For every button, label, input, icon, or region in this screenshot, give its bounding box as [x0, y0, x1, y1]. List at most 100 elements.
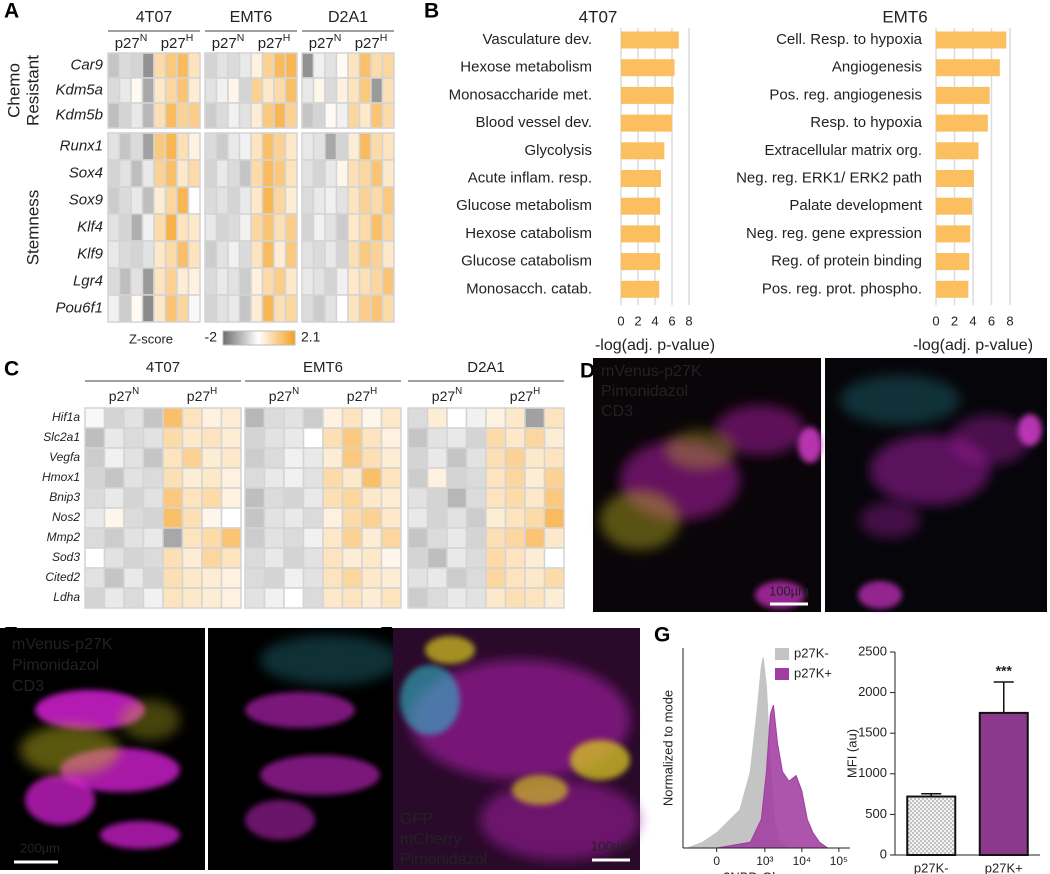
- heatmap-cell: [118, 213, 132, 242]
- heatmap-cell: [302, 467, 324, 489]
- heatmap-cell: [347, 186, 361, 215]
- heatmap-cell: [301, 186, 315, 215]
- heatmap-cell: [341, 527, 363, 549]
- y-tick-label: 2500: [858, 643, 887, 658]
- colorbar-title: Z-score: [129, 331, 173, 346]
- heatmap-cell: [380, 507, 402, 529]
- heatmap-cell: [261, 159, 275, 188]
- heatmap-cell: [164, 77, 178, 104]
- heatmap-cell: [524, 487, 546, 509]
- heatmap-cell: [176, 186, 190, 215]
- heatmap-cell: [407, 447, 429, 469]
- heatmap-cell: [142, 467, 164, 489]
- bar: [621, 142, 665, 160]
- heatmap-cell: [215, 77, 229, 104]
- heatmap-cell: [181, 407, 203, 429]
- heatmap-cell: [238, 294, 252, 323]
- heatmap-cell: [220, 487, 242, 509]
- heatmap-cell: [204, 240, 218, 269]
- y-axis-label: MFI (au): [844, 729, 859, 778]
- heatmap-cell: [141, 52, 155, 79]
- heatmap-cell: [335, 294, 349, 323]
- heatmap-cell: [312, 159, 326, 188]
- heatmap-cell: [312, 294, 326, 323]
- bar: [936, 253, 970, 271]
- heatmap-cell: [181, 427, 203, 449]
- x-tick-label: 0: [932, 313, 939, 328]
- subgroup-label: p27N: [115, 32, 148, 52]
- subgroup-label: p27N: [432, 386, 462, 404]
- heatmap-cell: [370, 267, 384, 296]
- heatmap-cell: [358, 77, 372, 104]
- heatmap-cell: [118, 240, 132, 269]
- group-label: D2A1: [467, 359, 505, 376]
- heatmap-cell: [380, 547, 402, 569]
- heatmap-cell: [153, 77, 167, 104]
- heatmap-cell: [181, 487, 203, 509]
- heatmap-cell: [181, 567, 203, 589]
- heatmap-cell: [215, 52, 229, 79]
- x-tick-label: 0: [617, 313, 624, 328]
- heatmap-cell: [123, 587, 145, 609]
- heatmap-cell: [103, 407, 125, 429]
- heatmap-cell: [341, 507, 363, 529]
- heatmap-cell: [244, 447, 266, 469]
- heatmap-cell: [201, 587, 223, 609]
- heatmap-cell: [263, 527, 285, 549]
- heatmap-cell: [312, 213, 326, 242]
- heatmap-cell: [504, 467, 526, 489]
- x-tick-label: 8: [685, 313, 692, 328]
- subgroup-sup: N: [292, 386, 299, 397]
- heatmap-cell: [220, 507, 242, 529]
- heatmap-cell: [341, 427, 363, 449]
- bar: [621, 280, 660, 298]
- heatmap-cell: [215, 294, 229, 323]
- subgroup-base: p27: [258, 35, 283, 52]
- heatmap-cell: [162, 547, 184, 569]
- heatmap-cell: [335, 52, 349, 79]
- heatmap-cell: [201, 527, 223, 549]
- heatmap-cell: [465, 407, 487, 429]
- heatmap-cell: [312, 186, 326, 215]
- heatmap-cell: [84, 507, 106, 529]
- heatmap-cell: [227, 77, 241, 104]
- heatmap-cell: [347, 132, 361, 161]
- heatmap-cell: [341, 587, 363, 609]
- chart-title: 4T07: [579, 7, 618, 26]
- subgroup-sup: N: [334, 32, 342, 44]
- heatmap-cell: [504, 427, 526, 449]
- heatmap-cell: [181, 447, 203, 469]
- heatmap-cell: [142, 507, 164, 529]
- heatmap-cell: [84, 487, 106, 509]
- subgroup-sup: N: [455, 386, 462, 397]
- heatmap-cell: [322, 447, 344, 469]
- heatmap-cell: [187, 159, 201, 188]
- heatmap-cell: [335, 267, 349, 296]
- heatmap-cell: [324, 52, 338, 79]
- subgroup-label: p27N: [269, 386, 299, 404]
- heatmap-cell: [322, 547, 344, 569]
- heatmap-cell: [142, 547, 164, 569]
- heatmap-cell: [227, 159, 241, 188]
- legend-label: p27K+: [794, 665, 832, 680]
- heatmap-cell: [284, 159, 298, 188]
- channel-label: mCherry: [400, 831, 461, 848]
- heatmap-cell: [220, 567, 242, 589]
- heatmap-cell: [524, 527, 546, 549]
- heatmap-cell: [107, 132, 121, 161]
- legend-swatch: [775, 668, 789, 680]
- heatmap-cell: [524, 507, 546, 529]
- heatmap-cell: [187, 132, 201, 161]
- heatmap-cell: [204, 213, 218, 242]
- heatmap-cell: [358, 240, 372, 269]
- heatmap-cell: [215, 132, 229, 161]
- gene-label: Nos2: [52, 510, 80, 524]
- heatmap-cell: [312, 77, 326, 104]
- category-label: Acute inflam. resp.: [468, 169, 592, 186]
- heatmap-cell: [504, 547, 526, 569]
- heatmap-cell: [201, 427, 223, 449]
- x-tick-label: 4: [651, 313, 658, 328]
- legend-swatch: [775, 648, 789, 660]
- subgroup-label: p27N: [309, 32, 342, 52]
